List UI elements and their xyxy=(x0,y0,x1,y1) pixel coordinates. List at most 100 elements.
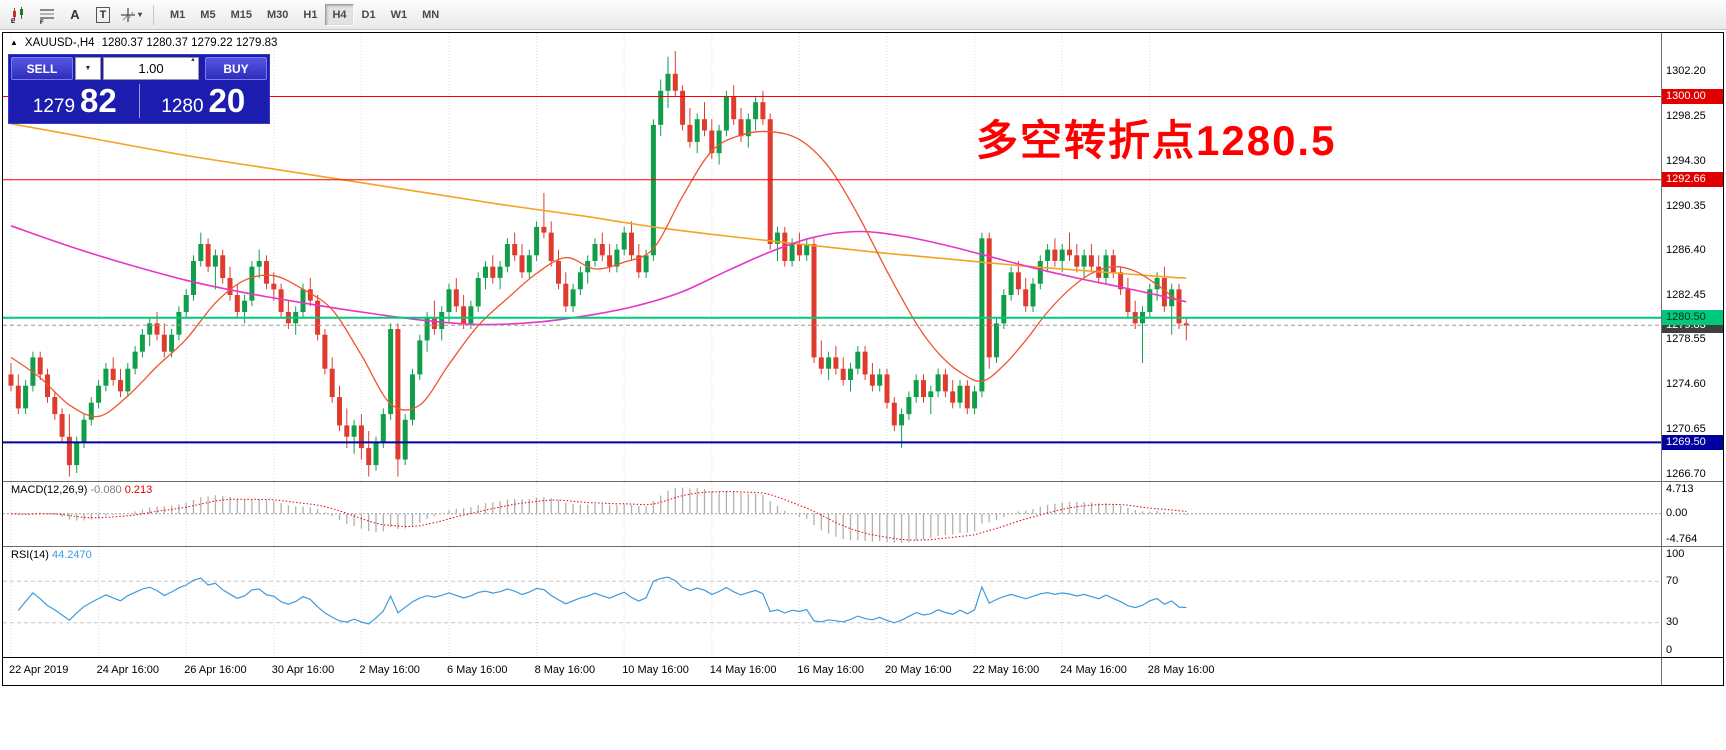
ma-fast-red xyxy=(10,130,1180,418)
rsi-scale-70: 70 xyxy=(1666,575,1679,587)
ohlc-values: 1280.37 1280.37 1279.22 1279.83 xyxy=(101,37,278,49)
buy-price-main: 1280 xyxy=(161,95,204,117)
timeframe-button-m1[interactable]: M1 xyxy=(170,8,186,21)
price-scale-label: 1298.25 xyxy=(1666,109,1706,122)
volume-increment-button[interactable]: ▲ xyxy=(190,57,196,63)
price-scale-label: 1302.20 xyxy=(1666,65,1706,78)
label-a-glyph: A xyxy=(70,7,80,22)
macd-splitter[interactable] xyxy=(3,481,1723,482)
timeframe-button-mn[interactable]: MN xyxy=(422,8,440,21)
buy-price-pips: 20 xyxy=(208,81,246,119)
rsi-canvas[interactable] xyxy=(3,547,1661,657)
macd-scale-top: 4.713 xyxy=(1666,483,1694,495)
time-axis-label: 28 May 16:00 xyxy=(1147,664,1215,676)
candles-group xyxy=(8,51,1189,477)
top-toolbar: E F A T ▾ M1 M5 M15 M30 H1 H4 D1 W1 MN xyxy=(0,0,1726,30)
dropdown-arrow-icon: ▾ xyxy=(137,10,142,19)
price-divider xyxy=(138,83,140,118)
sell-price-main: 1279 xyxy=(32,95,76,117)
time-axis-label: 20 May 16:00 xyxy=(885,664,952,676)
collapse-triangle-icon[interactable]: ▲ xyxy=(10,38,18,47)
time-axis-label: 24 May 16:00 xyxy=(1060,664,1127,676)
rsi-scale-30: 30 xyxy=(1666,616,1679,628)
rsi-scale-0: 0 xyxy=(1666,644,1673,656)
sell-price: 1279 82 xyxy=(11,84,139,118)
sell-button[interactable]: SELL xyxy=(11,57,73,80)
volume-input[interactable]: 1.00 ▲ xyxy=(103,57,199,80)
price-scale-label: 1270.65 xyxy=(1666,422,1706,435)
chart-window: ▲ XAUUSD-,H4 1280.37 1280.37 1279.22 127… xyxy=(2,32,1724,686)
time-axis-label: 8 May 16:00 xyxy=(534,664,596,676)
price-scale-label: 1286.40 xyxy=(1666,244,1706,257)
timeframe-toolbar: M1 M5 M15 M30 H1 H4 D1 W1 MN xyxy=(163,3,446,26)
price-scale-label: 1274.60 xyxy=(1666,378,1706,391)
price-scale-label: 1294.30 xyxy=(1666,154,1706,167)
rsi-scale-100: 100 xyxy=(1666,548,1685,560)
candlestick-glyph: E xyxy=(11,6,23,24)
svg-text:F: F xyxy=(40,20,44,24)
symbol-timeframe-label: XAUUSD-,H4 xyxy=(24,37,95,49)
volume-decrement-button[interactable]: ▼ xyxy=(75,57,101,80)
text-tool-icon[interactable]: T xyxy=(90,3,116,27)
time-axis-label: 26 Apr 16:00 xyxy=(184,664,247,676)
candlestick-chart-icon[interactable]: E xyxy=(6,3,32,27)
macd-scale-zero: 0.00 xyxy=(1666,507,1688,520)
buy-price: 1280 20 xyxy=(140,84,268,118)
price-scale-label: 1266.70 xyxy=(1666,467,1706,480)
time-axis-label: 6 May 16:00 xyxy=(447,664,508,676)
chart-symbol-header: ▲ XAUUSD-,H4 1280.37 1280.37 1279.22 127… xyxy=(10,37,277,49)
timeframe-button-d1[interactable]: D1 xyxy=(361,8,376,21)
timeframe-button-m30[interactable]: M30 xyxy=(266,8,289,21)
price-badge-1300.00: 1300.00 xyxy=(1662,89,1723,104)
time-axis-label: 30 Apr 16:00 xyxy=(271,664,335,676)
macd-main-value: -0.080 xyxy=(90,484,122,496)
price-scale-label: 1290.35 xyxy=(1666,199,1706,212)
toolbar-separator xyxy=(153,4,154,25)
macd-histogram xyxy=(17,487,1187,543)
price-badge-1269.50: 1269.50 xyxy=(1662,434,1723,450)
crosshair-tool-icon[interactable]: ▾ xyxy=(118,3,144,27)
svg-text:E: E xyxy=(11,19,15,24)
rsi-label: RSI(14) 44.2470 xyxy=(11,549,92,561)
macd-signal-value: 0.213 xyxy=(124,484,153,496)
list-glyph: F xyxy=(40,8,54,24)
main-chart-canvas[interactable] xyxy=(3,33,1661,481)
rsi-line xyxy=(17,576,1187,625)
label-a-icon[interactable]: A xyxy=(62,3,88,27)
sell-price-pips: 82 xyxy=(80,81,117,119)
ma-mid-magenta xyxy=(10,225,1187,326)
rsi-splitter[interactable] xyxy=(3,546,1723,547)
price-scale[interactable]: 1302.20 1298.25 1294.30 1290.35 1286.40 1282.… xyxy=(1661,33,1723,685)
volume-value: 1.00 xyxy=(138,61,164,76)
buy-button[interactable]: BUY xyxy=(205,57,267,80)
time-axis-label: 16 May 16:00 xyxy=(797,664,865,676)
time-axis-label: 22 May 16:00 xyxy=(972,664,1040,676)
price-badge-1292.66: 1292.66 xyxy=(1662,172,1723,188)
time-axis-label: 2 May 16:00 xyxy=(359,664,420,676)
time-axis-label: 10 May 16:00 xyxy=(622,664,689,676)
price-scale-label: 1278.55 xyxy=(1666,333,1706,346)
trade-panel-controls: SELL ▼ 1.00 ▲ BUY xyxy=(11,57,267,80)
trade-panel-prices: 1279 82 1280 20 xyxy=(11,80,267,121)
timeframe-button-m15[interactable]: M15 xyxy=(230,8,252,21)
timeframe-button-w1[interactable]: W1 xyxy=(390,8,408,21)
one-click-trade-panel: SELL ▼ 1.00 ▲ BUY 1279 82 1280 20 xyxy=(8,54,270,124)
list-icon[interactable]: F xyxy=(34,3,60,27)
macd-signal-line xyxy=(10,491,1187,541)
time-axis[interactable]: 22 Apr 2019 24 Apr 16:00 26 Apr 16:00 30 Ap… xyxy=(3,658,1723,685)
price-badge-1280.50: 1280.50 xyxy=(1662,310,1723,326)
time-axis-label: 14 May 16:00 xyxy=(709,664,777,676)
crosshair-glyph xyxy=(120,7,135,22)
macd-canvas[interactable] xyxy=(3,482,1661,546)
text-tool-glyph: T xyxy=(95,6,111,23)
timeframe-button-h4[interactable]: H4 xyxy=(325,3,354,26)
macd-scale-bottom: -4.764 xyxy=(1666,533,1698,545)
chart-annotation: 多空转折点1280.5 xyxy=(976,117,1337,164)
timeframe-button-m5[interactable]: M5 xyxy=(200,8,216,21)
rsi-value: 44.2470 xyxy=(51,549,92,561)
time-axis-label: 24 Apr 16:00 xyxy=(96,664,159,676)
macd-label: MACD(12,26,9) -0.080 0.213 xyxy=(11,484,153,496)
price-scale-label: 1282.45 xyxy=(1666,289,1706,302)
timeframe-button-h1[interactable]: H1 xyxy=(303,8,318,21)
axis-splitter xyxy=(3,657,1723,658)
